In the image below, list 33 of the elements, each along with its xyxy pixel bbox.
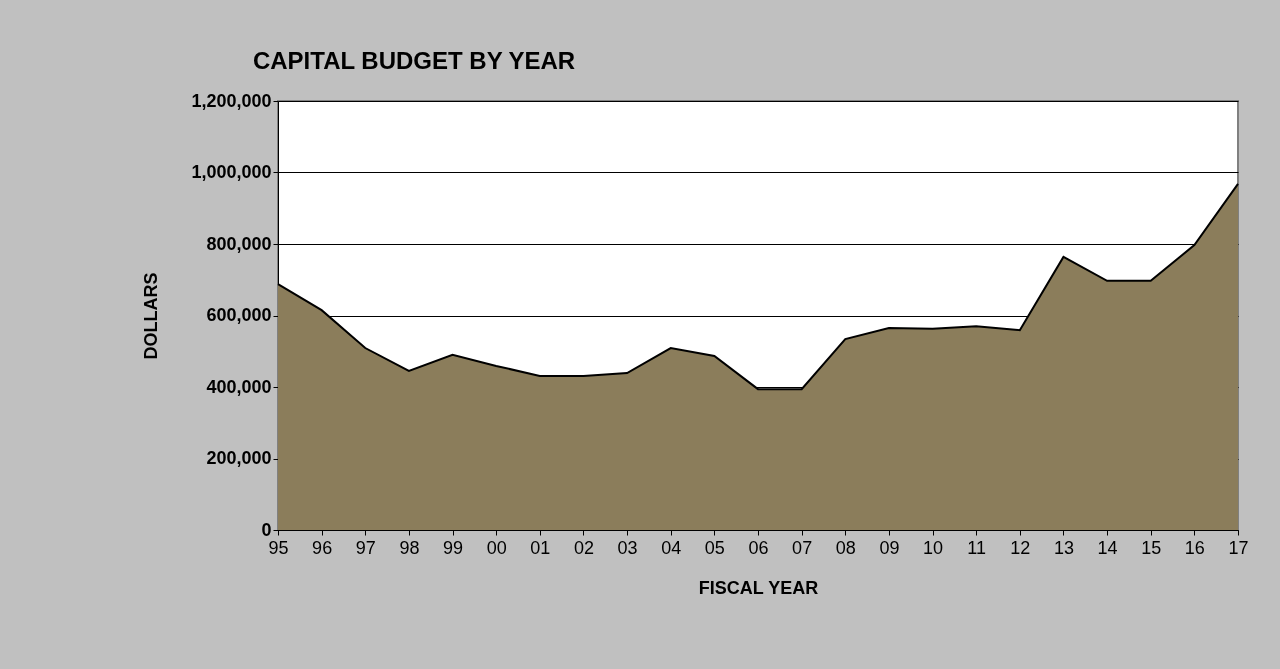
x-tick-label: 01	[530, 537, 551, 558]
x-tick-label: 96	[312, 537, 333, 558]
x-tick-label: 08	[835, 537, 856, 558]
x-tick-label: 03	[617, 537, 638, 558]
y-tick-label: 200,000	[206, 448, 272, 468]
x-tick-label: 14	[1097, 537, 1118, 558]
y-tick-label: 400,000	[206, 376, 272, 397]
x-tick-label: 15	[1141, 537, 1162, 558]
x-tick-label: 00	[486, 537, 507, 558]
x-tick-label: 17	[1228, 537, 1249, 558]
x-tick-label: 98	[399, 537, 420, 558]
y-tick-label: 1,000,000	[191, 162, 272, 182]
y-tick-label: 600,000	[206, 305, 272, 325]
y-tick-label: 1,200,000	[191, 90, 272, 111]
x-tick-label: 10	[923, 537, 944, 558]
x-tick-label: 05	[704, 537, 725, 558]
x-tick-label: 11	[967, 537, 987, 558]
x-tick-label: 12	[1010, 537, 1031, 558]
x-tick-label: 09	[879, 537, 900, 558]
x-tick-label: 99	[443, 537, 464, 558]
x-tick-label: 04	[661, 537, 682, 558]
y-tick-label: 800,000	[206, 233, 272, 254]
y-tick-label: 0	[261, 519, 272, 540]
y-axis-title: DOLLARS	[141, 272, 162, 360]
x-tick-label: 07	[792, 537, 813, 558]
x-tick-label: 06	[748, 537, 769, 558]
x-tick-label: 02	[573, 537, 594, 558]
x-tick-label: 16	[1184, 537, 1205, 558]
chart-title: CAPITAL BUDGET BY YEAR	[252, 47, 576, 74]
x-tick-label: 97	[355, 537, 376, 558]
x-tick-label: 95	[268, 537, 289, 558]
x-axis-title: FISCAL YEAR	[698, 577, 819, 598]
x-tick-label: 13	[1053, 537, 1074, 558]
